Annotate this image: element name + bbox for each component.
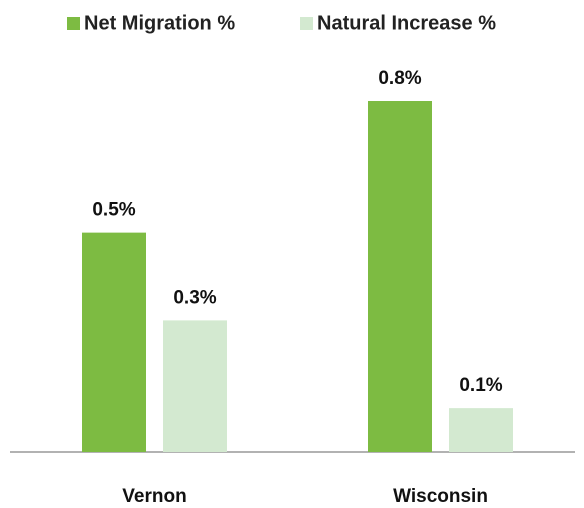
value-label: 0.1% — [459, 375, 502, 396]
value-label: 0.8% — [378, 68, 421, 89]
x-tick-label: Vernon — [122, 486, 186, 507]
legend-label: Natural Increase % — [317, 12, 496, 34]
legend-swatch — [300, 17, 313, 30]
bar — [82, 232, 146, 452]
value-label: 0.5% — [92, 200, 135, 221]
bar — [368, 101, 432, 452]
legend-swatch — [67, 17, 80, 30]
legend-label: Net Migration % — [84, 12, 235, 34]
x-tick-label: Wisconsin — [393, 486, 488, 507]
value-label: 0.3% — [173, 287, 216, 308]
bar — [163, 320, 227, 452]
bar — [449, 408, 513, 452]
